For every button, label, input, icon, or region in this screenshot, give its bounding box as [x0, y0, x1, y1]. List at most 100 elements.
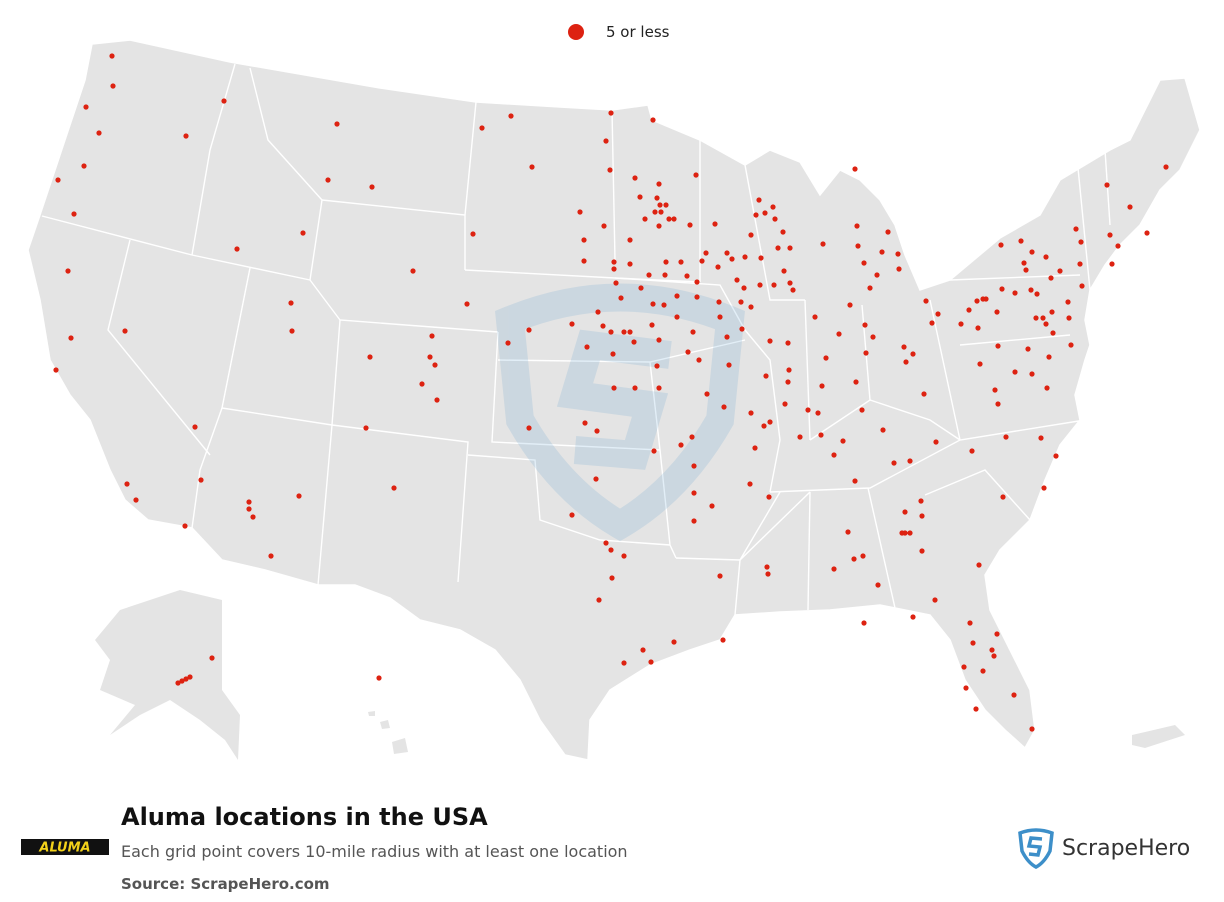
location-dot [654, 195, 660, 201]
location-dot [863, 350, 869, 356]
location-dot [818, 432, 824, 438]
location-dot [68, 335, 74, 341]
location-dot [693, 172, 699, 178]
location-dot [855, 243, 861, 249]
scrapehero-shield-icon [1018, 828, 1054, 869]
location-dot [836, 331, 842, 337]
legend-dot [568, 24, 584, 40]
location-dot [621, 553, 627, 559]
location-dot [961, 664, 967, 670]
location-dot [879, 249, 885, 255]
location-dot [921, 391, 927, 397]
location-dot [1057, 268, 1063, 274]
location-dot [831, 566, 837, 572]
map-canvas [27, 39, 1201, 761]
location-dot [790, 287, 796, 293]
location-dot [656, 181, 662, 187]
location-dots [53, 53, 1169, 732]
location-dot [325, 177, 331, 183]
location-dot [603, 540, 609, 546]
us-map [27, 39, 1201, 761]
location-dot [989, 647, 995, 653]
location-dot [1048, 275, 1054, 281]
location-dot [627, 237, 633, 243]
location-dot [1053, 453, 1059, 459]
location-dot [1038, 435, 1044, 441]
location-dot [1018, 238, 1024, 244]
location-dot [661, 302, 667, 308]
location-dot [1144, 230, 1150, 236]
location-dot [684, 273, 690, 279]
location-dot [767, 338, 773, 344]
location-dot [752, 445, 758, 451]
location-dot [1012, 369, 1018, 375]
location-dot [584, 344, 590, 350]
location-dot [96, 130, 102, 136]
scrapehero-logo: ScrapeHero [1016, 826, 1190, 870]
location-dot [133, 497, 139, 503]
location-dot [250, 514, 256, 520]
location-dot [687, 222, 693, 228]
location-dot [300, 230, 306, 236]
location-dot [1115, 243, 1121, 249]
location-dot [649, 322, 655, 328]
location-dot [1066, 315, 1072, 321]
legend: 5 or less [568, 20, 669, 44]
location-dot [81, 163, 87, 169]
location-dot [657, 202, 663, 208]
location-dot [654, 363, 660, 369]
location-dot [55, 177, 61, 183]
location-dot [903, 359, 909, 365]
scrapehero-logo-text: ScrapeHero [1062, 835, 1191, 861]
alaska-landmass [95, 590, 240, 760]
location-dot [691, 518, 697, 524]
location-dot [175, 680, 181, 686]
location-dot [980, 668, 986, 674]
location-dot [618, 295, 624, 301]
location-dot [632, 175, 638, 181]
location-dot [595, 309, 601, 315]
location-dot [638, 285, 644, 291]
location-dot [983, 296, 989, 302]
location-dot [608, 547, 614, 553]
source-credit: Source: ScrapeHero.com [121, 875, 330, 893]
location-dot [663, 259, 669, 265]
location-dot [608, 329, 614, 335]
location-dot [658, 209, 664, 215]
location-dot [975, 325, 981, 331]
location-dot [662, 272, 668, 278]
location-dot [369, 184, 375, 190]
location-dot [756, 197, 762, 203]
location-dot [582, 420, 588, 426]
location-dot [854, 223, 860, 229]
location-dot [885, 229, 891, 235]
location-dot [963, 685, 969, 691]
location-dot [183, 133, 189, 139]
location-dot [891, 460, 897, 466]
location-dot [923, 298, 929, 304]
location-dot [720, 637, 726, 643]
location-dot [775, 245, 781, 251]
location-dot [594, 428, 600, 434]
location-dot [726, 362, 732, 368]
location-dot [1079, 283, 1085, 289]
location-dot [577, 209, 583, 215]
location-dot [1012, 290, 1018, 296]
location-dot [867, 285, 873, 291]
location-dot [71, 211, 77, 217]
location-dot [767, 419, 773, 425]
location-dot [933, 439, 939, 445]
location-dot [969, 448, 975, 454]
location-dot [704, 391, 710, 397]
location-dot [671, 639, 677, 645]
location-dot [642, 216, 648, 222]
location-dot [861, 620, 867, 626]
location-dot [632, 385, 638, 391]
location-dot [766, 494, 772, 500]
location-dot [581, 258, 587, 264]
location-dot [124, 481, 130, 487]
location-dot [65, 268, 71, 274]
location-dot [958, 321, 964, 327]
location-dot [734, 277, 740, 283]
location-dot [187, 674, 193, 680]
